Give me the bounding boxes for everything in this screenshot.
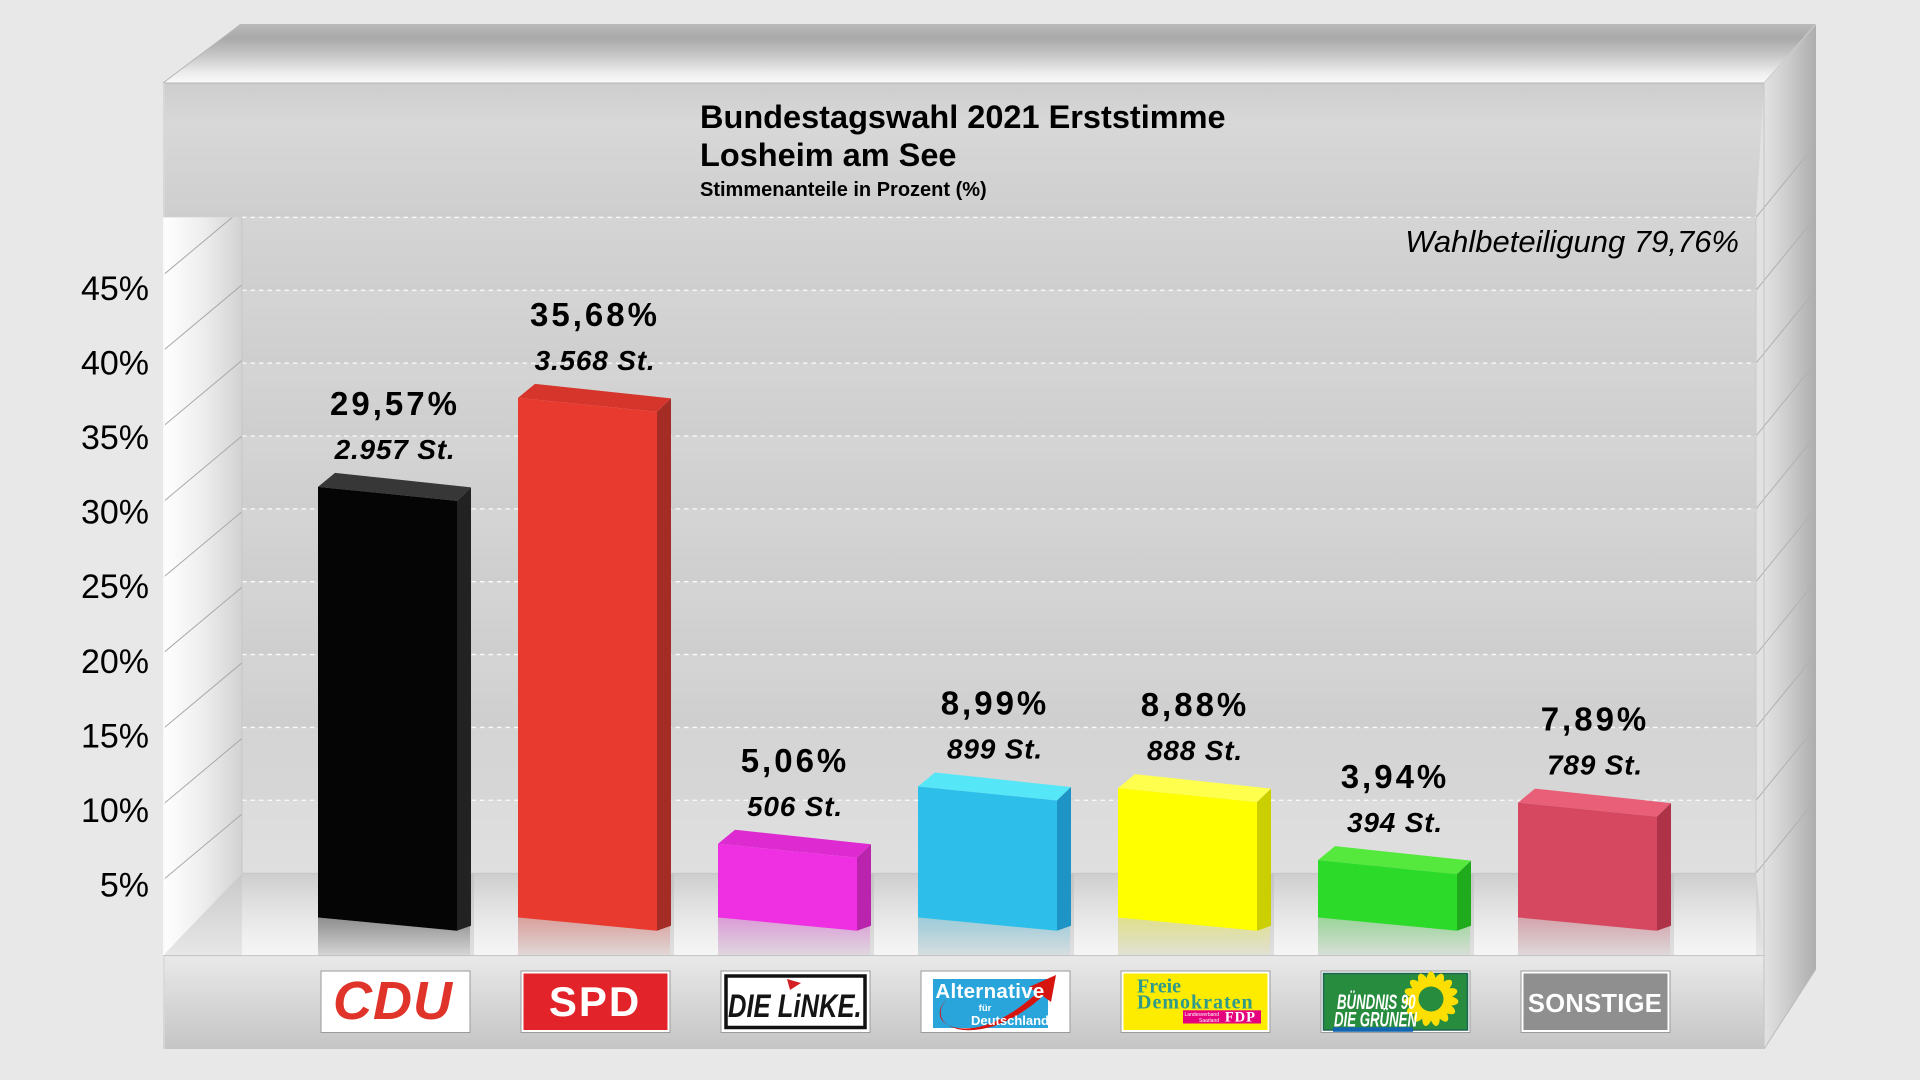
svg-text:45%: 45% [81,270,149,308]
svg-text:Losheim am See: Losheim am See [700,137,957,173]
svg-text:FDP: FDP [1225,1010,1256,1026]
svg-text:Stimmenanteile in Prozent (%): Stimmenanteile in Prozent (%) [700,179,987,201]
svg-text:888 St.: 888 St. [1147,735,1243,766]
svg-text:8,88%: 8,88% [1141,686,1250,723]
svg-text:Wahlbeteiligung 79,76%: Wahlbeteiligung 79,76% [1405,224,1739,259]
svg-text:899 St.: 899 St. [947,734,1043,765]
svg-text:Demokraten: Demokraten [1137,992,1254,1014]
svg-text:BÜNDNIS 90: BÜNDNIS 90 [1337,990,1416,1014]
svg-text:35,68%: 35,68% [530,296,660,333]
svg-text:789 St.: 789 St. [1547,750,1643,781]
svg-text:DIE LiNKE.: DIE LiNKE. [728,989,862,1024]
svg-text:DIE GRÜNEN: DIE GRÜNEN [1334,1007,1417,1031]
svg-text:SONSTIGE: SONSTIGE [1528,990,1662,1018]
svg-text:25%: 25% [81,568,149,606]
svg-text:8,99%: 8,99% [941,685,1050,722]
svg-text:5,06%: 5,06% [741,742,850,779]
svg-text:für: für [979,1003,992,1014]
svg-text:394 St.: 394 St. [1347,807,1443,838]
svg-text:35%: 35% [81,419,149,457]
svg-text:Saarland: Saarland [1199,1018,1219,1024]
svg-text:2.957 St.: 2.957 St. [334,434,456,465]
svg-text:30%: 30% [81,494,149,532]
svg-text:3,94%: 3,94% [1341,758,1450,795]
svg-text:Alternative: Alternative [935,980,1044,1003]
svg-text:10%: 10% [81,792,149,830]
svg-text:29,57%: 29,57% [330,385,460,422]
svg-text:Freie: Freie [1137,976,1181,998]
svg-text:SPD: SPD [549,978,641,1025]
svg-text:CDU: CDU [333,971,454,1031]
svg-text:5%: 5% [100,867,149,905]
svg-text:15%: 15% [81,717,149,755]
svg-text:20%: 20% [81,643,149,681]
svg-text:Bundestagswahl 2021 Erststimme: Bundestagswahl 2021 Erststimme [700,99,1226,135]
svg-text:7,89%: 7,89% [1541,701,1650,738]
svg-text:506 St.: 506 St. [747,791,843,822]
svg-text:Deutschland: Deutschland [971,1013,1049,1028]
svg-text:3.568 St.: 3.568 St. [535,345,656,376]
svg-text:Landesverband: Landesverband [1185,1012,1220,1018]
svg-text:40%: 40% [81,344,149,382]
